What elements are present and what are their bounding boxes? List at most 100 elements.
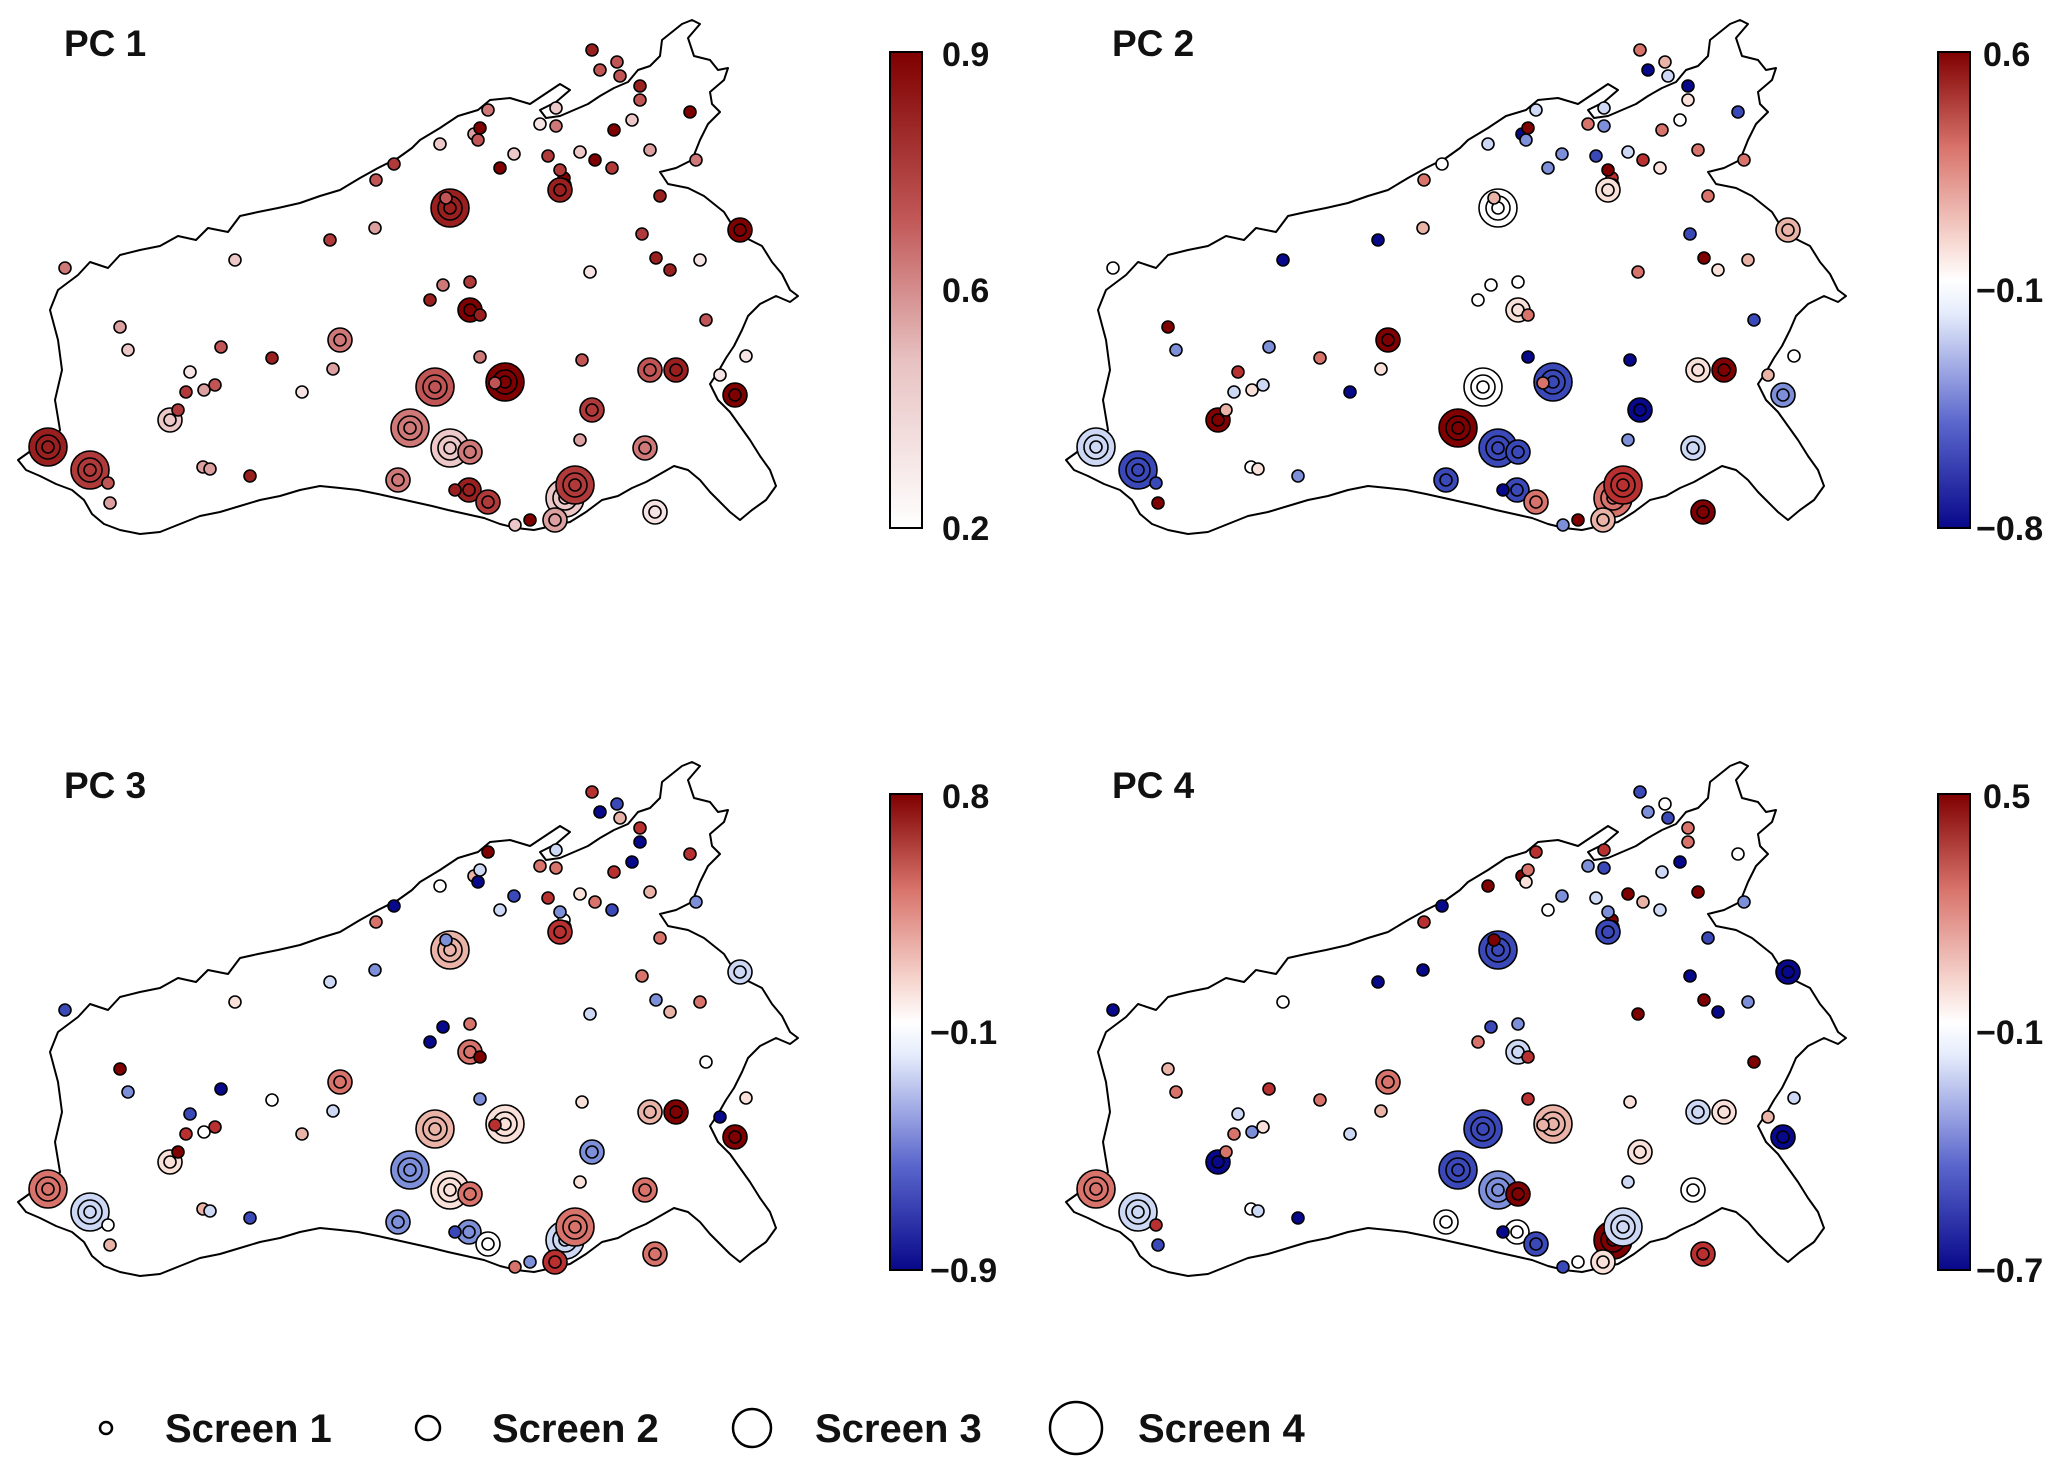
station-marker	[1471, 1035, 1485, 1049]
station-marker	[1371, 233, 1385, 247]
station-marker	[669, 1105, 683, 1119]
station-marker	[83, 463, 97, 477]
station-marker	[1747, 313, 1761, 327]
station-marker	[1227, 1127, 1241, 1141]
station-marker	[463, 445, 477, 459]
station-marker	[1245, 383, 1259, 397]
station-marker	[733, 965, 747, 979]
station-marker	[1589, 149, 1603, 163]
station-marker	[463, 1017, 477, 1031]
station-marker	[1106, 261, 1120, 275]
station-marker	[1633, 403, 1647, 417]
panel-pc1: PC 1 0.9 0.6 0.2	[17, 19, 989, 548]
station-marker	[1219, 1145, 1233, 1159]
station-marker	[208, 378, 222, 392]
station-marker	[693, 253, 707, 267]
station-marker	[1262, 1082, 1276, 1096]
station-marker	[1219, 403, 1233, 417]
station-marker	[585, 403, 599, 417]
station-marker	[179, 1127, 193, 1141]
station-marker	[1697, 993, 1711, 1007]
station-marker	[473, 1092, 487, 1106]
station-marker	[1616, 478, 1630, 492]
station-marker	[1636, 895, 1650, 909]
station-marker	[1291, 1211, 1305, 1225]
station-marker	[533, 117, 547, 131]
station-marker	[1571, 1255, 1585, 1269]
station-marker	[1658, 797, 1672, 811]
station-marker	[1416, 963, 1430, 977]
station-marker	[1621, 1175, 1635, 1189]
station-marker	[1781, 965, 1795, 979]
station-marker	[583, 265, 597, 279]
station-marker	[605, 903, 619, 917]
station-marker	[1416, 221, 1430, 235]
station-marker	[1621, 887, 1635, 901]
station-marker	[1276, 995, 1290, 1009]
station-marker	[1491, 441, 1505, 455]
station-marker	[635, 969, 649, 983]
station-marker	[481, 103, 495, 117]
station-marker	[471, 875, 485, 889]
region-outline	[1065, 19, 1847, 535]
station-marker	[1231, 1107, 1245, 1121]
station-marker	[568, 478, 582, 492]
station-marker	[203, 1204, 217, 1218]
colorbar-tick-min: −0.8	[1976, 510, 2043, 548]
panel-title: PC 1	[64, 23, 146, 64]
station-marker	[1291, 469, 1305, 483]
station-marker	[683, 847, 697, 861]
station-marker	[473, 863, 487, 877]
station-marker	[588, 895, 602, 909]
station-marker	[1776, 1130, 1790, 1144]
station-marker	[58, 261, 72, 275]
station-marker	[473, 121, 487, 135]
station-marker	[183, 365, 197, 379]
station-marker	[1581, 117, 1595, 131]
station-marker	[265, 1093, 279, 1107]
station-marker	[391, 473, 405, 487]
station-marker	[41, 1182, 55, 1196]
station-marker	[1521, 863, 1535, 877]
station-marker	[548, 1255, 562, 1269]
station-marker	[583, 1007, 597, 1021]
station-marker	[1381, 333, 1395, 347]
station-marker	[1435, 899, 1449, 913]
station-marker	[433, 137, 447, 151]
station-marker	[1717, 363, 1731, 377]
station-marker	[1529, 495, 1543, 509]
station-marker	[593, 63, 607, 77]
station-marker	[41, 440, 55, 454]
colorbar-tick-mid: −0.1	[1976, 1014, 2043, 1052]
station-marker	[101, 1218, 115, 1232]
legend-symbol-screen-3	[731, 1407, 773, 1449]
station-marker	[1161, 1062, 1175, 1076]
station-marker	[1555, 889, 1569, 903]
station-marker	[1741, 995, 1755, 1009]
station-marker	[1686, 1183, 1700, 1197]
station-marker	[683, 105, 697, 119]
station-marker	[1621, 433, 1635, 447]
station-marker	[1683, 227, 1697, 241]
station-marker	[588, 153, 602, 167]
station-marker	[1471, 293, 1485, 307]
station-marker	[1697, 251, 1711, 265]
region-outline	[17, 19, 799, 535]
station-marker	[1623, 1095, 1637, 1109]
station-marker	[1761, 368, 1775, 382]
station-marker	[493, 161, 507, 175]
legend-item-screen-2: Screen 2	[414, 1407, 659, 1451]
station-marker	[1481, 879, 1495, 893]
station-marker	[368, 221, 382, 235]
station-marker	[58, 1003, 72, 1017]
station-marker	[1633, 43, 1647, 57]
station-markers	[28, 785, 753, 1275]
station-marker	[1653, 161, 1667, 175]
station-markers	[28, 43, 753, 533]
station-marker	[443, 1183, 457, 1197]
station-marker	[163, 1155, 177, 1169]
station-marker	[1673, 855, 1687, 869]
station-marker	[1439, 1215, 1453, 1229]
station-marker	[101, 476, 115, 490]
